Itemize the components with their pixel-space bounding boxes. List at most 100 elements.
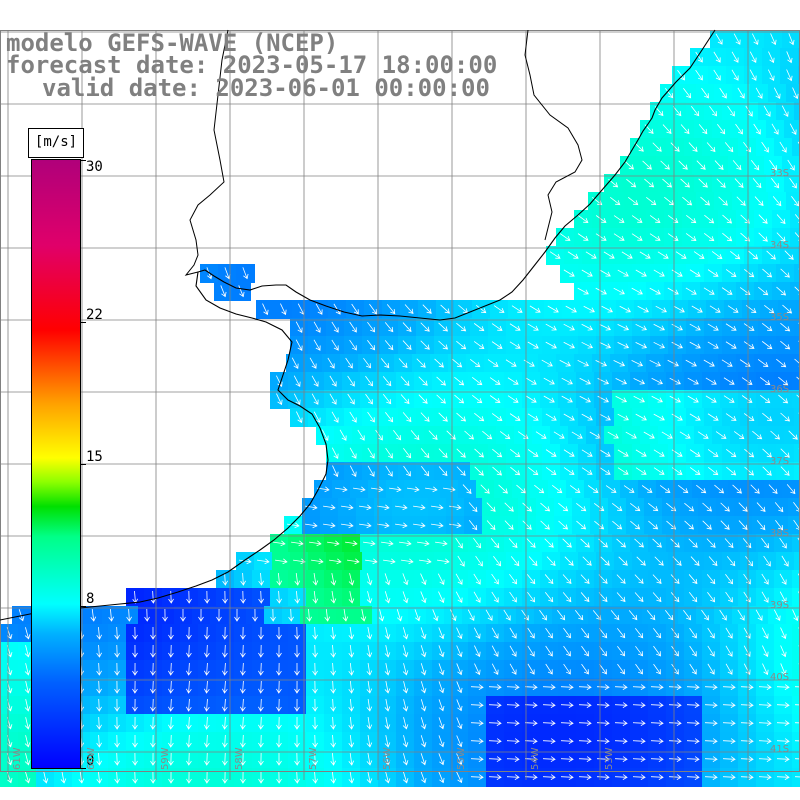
wind-cell — [440, 480, 459, 499]
wind-cell — [792, 696, 800, 715]
wind-arrow — [722, 232, 733, 242]
wind-arrow — [222, 626, 228, 640]
wind-arrow — [480, 484, 490, 494]
wind-arrow — [366, 771, 373, 784]
wind-arrow — [561, 395, 573, 403]
wind-arrow — [522, 520, 532, 530]
wind-arrow — [400, 376, 410, 387]
wind-cell — [314, 480, 333, 499]
wind-cell — [138, 606, 157, 625]
wind-arrow — [516, 484, 527, 494]
wind-arrow — [791, 195, 800, 207]
wind-cell — [324, 642, 343, 661]
wind-arrow — [743, 573, 751, 585]
wind-arrow — [276, 680, 282, 694]
wind-cell — [612, 696, 631, 715]
wind-arrow — [491, 645, 499, 657]
wind-arrow — [762, 412, 773, 422]
wind-arrow — [702, 520, 712, 530]
wind-cell — [486, 750, 505, 769]
wind-arrow — [733, 33, 741, 45]
wind-arrow — [509, 413, 521, 421]
wind-arrow — [617, 413, 629, 421]
wind-arrow — [581, 413, 593, 421]
wind-arrow — [486, 502, 496, 512]
wind-cell — [486, 732, 505, 751]
wind-cell — [702, 678, 721, 697]
wind-arrow — [614, 774, 628, 780]
wind-arrow — [330, 698, 336, 712]
wind-cell — [270, 642, 289, 661]
wind-arrow — [723, 395, 735, 403]
wind-arrow — [613, 287, 625, 295]
wind-arrow — [708, 556, 718, 567]
wind-cell — [594, 750, 613, 769]
latitude-label: 35S — [770, 312, 790, 323]
wind-arrow — [653, 449, 665, 457]
wind-arrow — [762, 448, 772, 458]
wind-arrow — [697, 431, 709, 439]
wind-cell — [306, 660, 325, 679]
wind-cell — [360, 750, 379, 769]
wind-cell — [784, 174, 800, 193]
wind-arrow — [529, 305, 541, 313]
wind-arrow — [393, 429, 402, 441]
wind-arrow — [240, 716, 246, 730]
wind-arrow — [724, 538, 734, 549]
wind-arrow — [150, 680, 156, 694]
wind-arrow — [553, 431, 565, 439]
wind-arrow — [617, 342, 630, 349]
wind-cell — [558, 678, 577, 697]
wind-arrow — [24, 699, 31, 712]
wind-cell — [282, 606, 301, 625]
wind-arrow — [438, 412, 448, 422]
wind-arrow — [420, 663, 427, 676]
wind-arrow — [722, 214, 733, 224]
wind-arrow — [740, 774, 754, 780]
wind-cell — [794, 102, 800, 121]
wind-arrow — [581, 645, 589, 657]
wind-arrow — [686, 756, 700, 762]
wind-cell — [410, 516, 429, 535]
wind-arrow — [599, 342, 612, 349]
wind-arrow — [578, 684, 592, 690]
wind-arrow — [685, 287, 697, 295]
wind-arrow — [377, 522, 390, 529]
wind-cell — [120, 606, 139, 625]
wind-arrow — [347, 558, 360, 565]
wind-arrow — [438, 627, 445, 640]
wind-arrow — [449, 504, 462, 511]
wind-arrow — [673, 305, 685, 313]
wind-arrow — [398, 358, 408, 369]
wind-arrow — [487, 359, 499, 367]
wind-arrow — [563, 323, 575, 331]
wind-cell — [446, 516, 465, 535]
wind-arrow — [787, 159, 795, 171]
wind-arrow — [402, 663, 409, 676]
wind-cell — [72, 768, 91, 787]
wind-cell — [702, 696, 721, 715]
wind-arrow — [686, 214, 697, 224]
wind-arrow — [353, 486, 366, 493]
wind-cell — [144, 732, 163, 751]
wind-cell — [198, 642, 217, 661]
wind-cell — [342, 642, 361, 661]
wind-cell — [630, 714, 649, 733]
wind-cell — [338, 498, 357, 517]
wind-arrow — [503, 609, 511, 621]
wind-arrow — [384, 681, 391, 694]
wind-arrow — [719, 609, 727, 621]
wind-cell — [270, 768, 289, 787]
wind-arrow — [381, 540, 394, 547]
wind-arrow — [794, 722, 800, 724]
wind-arrow — [684, 502, 695, 512]
wind-arrow — [438, 717, 445, 730]
wind-arrow — [238, 285, 245, 298]
wind-arrow — [544, 574, 554, 585]
wind-cell — [738, 696, 757, 715]
wind-cell — [648, 678, 667, 697]
wind-arrow — [560, 720, 574, 726]
wind-cell — [234, 696, 253, 715]
wind-arrow — [491, 573, 499, 585]
